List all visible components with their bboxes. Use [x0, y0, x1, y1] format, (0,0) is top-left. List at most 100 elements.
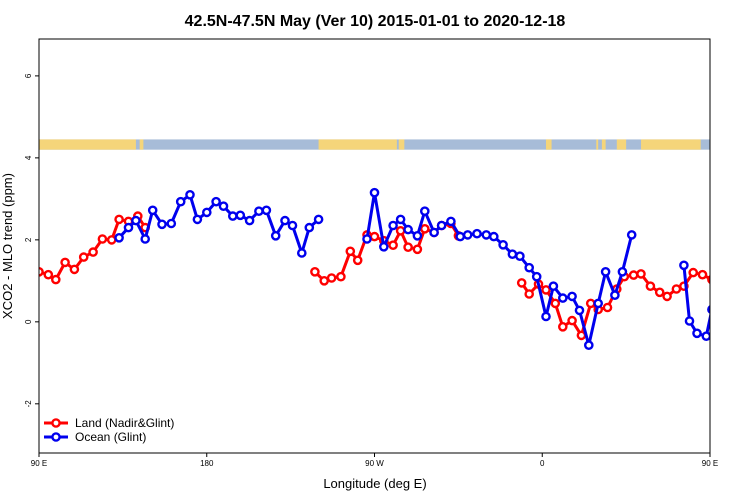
ocean-point	[531, 271, 542, 282]
land-point	[733, 254, 740, 261]
land-point	[69, 264, 80, 275]
x-tick-label: 180	[200, 459, 214, 468]
land-point	[567, 315, 577, 326]
y-axis-label: XCO2 - MLO trend (ppm)	[0, 173, 15, 319]
ocean-series-line-1	[365, 191, 634, 347]
ocean-point	[725, 275, 732, 282]
land-point	[628, 270, 639, 280]
ocean-point	[524, 262, 535, 273]
plot-frame	[38, 38, 711, 454]
ocean-point	[515, 251, 525, 262]
land-point	[688, 267, 699, 278]
ocean-point	[462, 230, 473, 240]
ocean-point	[123, 222, 134, 233]
land-legend-label: Land (Nadir&Glint)	[75, 416, 174, 430]
ocean-point	[304, 222, 315, 233]
ocean-point	[140, 234, 150, 244]
land-point	[742, 249, 749, 256]
ocean-point	[313, 214, 324, 225]
land-point	[352, 255, 363, 266]
ocean-point	[429, 227, 439, 238]
ocean-point	[388, 220, 398, 231]
ocean-point	[369, 187, 380, 198]
ocean-point	[412, 230, 423, 241]
land-point	[662, 291, 672, 302]
x-tick-label: 90 E	[702, 459, 718, 468]
land-point	[336, 271, 346, 282]
ocean-point	[175, 196, 186, 207]
land-point	[403, 242, 413, 252]
land-point	[654, 287, 665, 298]
land-point	[412, 244, 423, 255]
ocean-point	[455, 231, 466, 242]
ocean-legend-label: Ocean (Glint)	[75, 430, 146, 444]
ocean-point	[157, 219, 167, 230]
land-point	[716, 259, 723, 266]
land-point	[558, 321, 568, 332]
chart-title: 42.5N-47.5N May (Ver 10) 2015-01-01 to 2…	[185, 13, 566, 30]
land-point	[550, 298, 561, 309]
y-tick-label: 6	[24, 73, 33, 78]
ocean-point	[684, 316, 695, 326]
land-point	[97, 234, 108, 244]
series-layer	[39, 187, 749, 351]
land-point	[725, 266, 732, 273]
ocean-point	[600, 266, 611, 277]
ocean-point	[626, 230, 637, 240]
ocean-point	[692, 328, 702, 339]
land-point	[707, 275, 710, 285]
ocean-point	[472, 228, 482, 239]
ocean-point	[147, 205, 158, 216]
ocean-point	[287, 220, 298, 231]
ocean-legend-marker	[51, 432, 61, 442]
ocean-point	[610, 290, 620, 301]
land-segment-3	[398, 139, 405, 150]
land-segment-7	[616, 139, 627, 150]
x-tick-label: 90 E	[31, 459, 47, 468]
ocean-point	[558, 293, 568, 303]
ocean-point	[362, 234, 372, 244]
ocean-point	[574, 305, 585, 316]
land-point	[524, 289, 535, 299]
ocean-point	[742, 224, 749, 231]
ocean-point	[436, 220, 447, 231]
land-point	[671, 284, 682, 294]
land-point	[88, 247, 98, 257]
land-ocean-strip	[39, 139, 710, 150]
land-segment-2	[318, 139, 397, 150]
ocean-point	[254, 206, 264, 216]
land-segment-0	[39, 139, 136, 150]
ocean-point	[701, 331, 710, 341]
land-segment-4	[545, 139, 552, 150]
ocean-point	[270, 230, 281, 241]
ocean-point	[567, 291, 577, 302]
land-point	[602, 302, 613, 313]
land-point	[114, 214, 124, 225]
x-tick-label: 0	[540, 459, 545, 468]
land-point	[310, 266, 320, 277]
ocean-point	[192, 214, 203, 225]
ocean-point	[131, 215, 141, 226]
land-point	[541, 285, 551, 295]
ocean-point	[593, 298, 604, 309]
ocean-point	[548, 281, 559, 292]
ocean-point	[498, 239, 508, 250]
y-tick-label: 0	[24, 319, 33, 324]
ocean-point	[296, 248, 307, 258]
ocean-point	[481, 230, 492, 240]
land-point	[43, 269, 54, 280]
land-point	[697, 269, 708, 280]
ocean-point	[395, 214, 406, 225]
land-point	[369, 231, 380, 242]
legend: Land (Nadir&Glint)Ocean (Glint)	[44, 416, 174, 444]
land-point	[60, 257, 70, 268]
x-tick-label: 90 W	[365, 459, 384, 468]
ocean-point	[419, 206, 430, 216]
ocean-point	[235, 210, 246, 221]
ocean-point	[584, 340, 594, 351]
land-point	[419, 223, 430, 234]
y-tick-label: 4	[24, 155, 33, 160]
ocean-point	[201, 207, 212, 218]
land-point	[516, 278, 527, 288]
